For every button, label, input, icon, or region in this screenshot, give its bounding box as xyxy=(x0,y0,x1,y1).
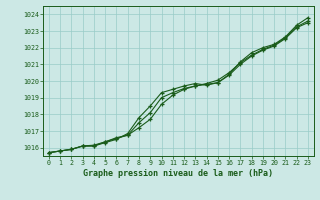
X-axis label: Graphe pression niveau de la mer (hPa): Graphe pression niveau de la mer (hPa) xyxy=(84,169,273,178)
